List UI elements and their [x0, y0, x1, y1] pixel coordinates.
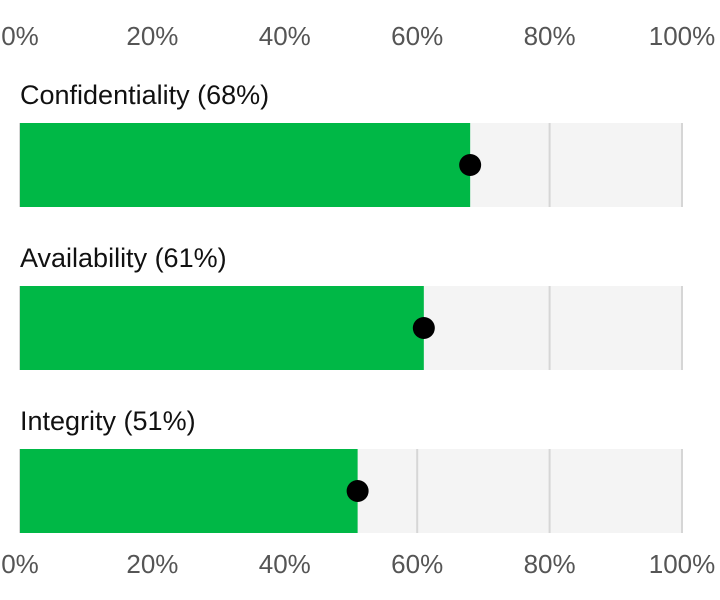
x-tick-label-top: 100%	[649, 21, 716, 51]
x-tick-label-top: 0%	[1, 21, 39, 51]
value-marker	[459, 154, 482, 176]
x-tick-label-top: 40%	[259, 21, 311, 51]
category-label: Confidentiality (68%)	[20, 80, 269, 110]
x-tick-label-bottom: 40%	[259, 549, 311, 579]
bar	[20, 286, 424, 370]
x-tick-label-bottom: 0%	[1, 549, 39, 579]
x-tick-label-bottom: 100%	[649, 549, 716, 579]
x-tick-label-top: 80%	[524, 21, 576, 51]
x-tick-label-bottom: 20%	[126, 549, 178, 579]
category-label: Integrity (51%)	[20, 406, 196, 436]
value-marker	[346, 480, 369, 502]
x-tick-label-bottom: 80%	[524, 549, 576, 579]
value-marker	[412, 317, 435, 339]
bar	[20, 449, 358, 533]
bar	[20, 123, 471, 207]
x-tick-label-top: 60%	[391, 21, 443, 51]
category-label: Availability (61%)	[20, 243, 227, 273]
x-tick-label-top: 20%	[126, 21, 178, 51]
x-tick-label-bottom: 60%	[391, 549, 443, 579]
